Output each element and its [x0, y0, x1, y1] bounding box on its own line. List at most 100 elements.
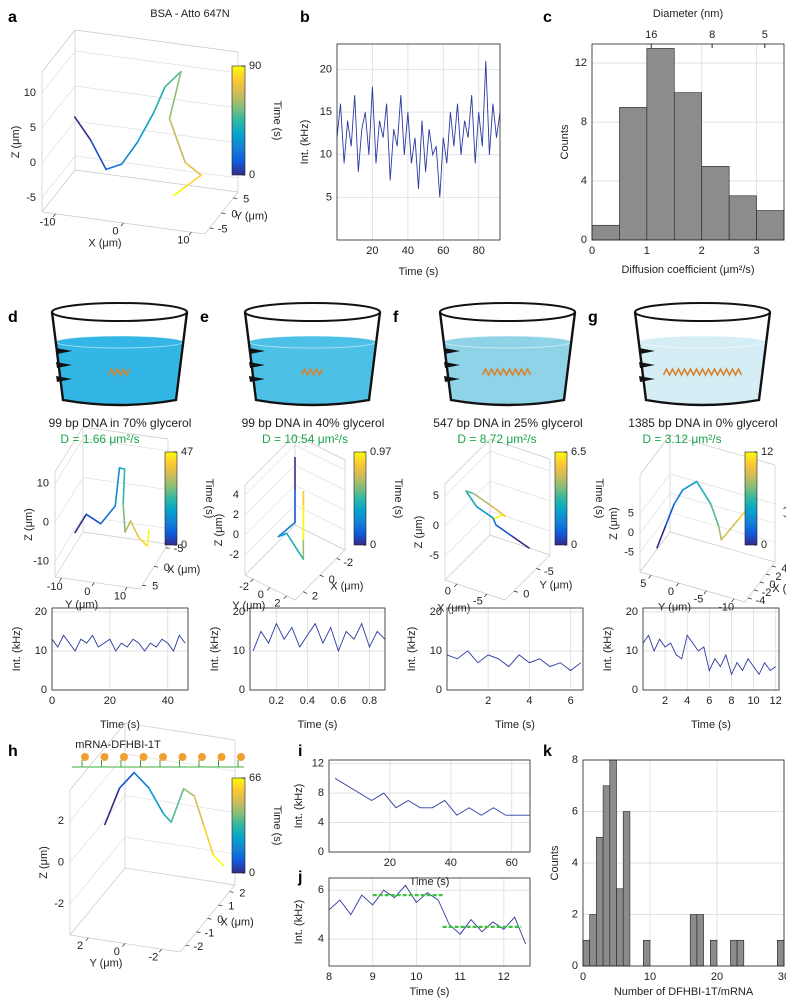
- bar: [602, 785, 611, 967]
- z-axis-label: Z (μm): [213, 514, 225, 547]
- beaker-liquid-top: [248, 335, 377, 349]
- grid-line: [444, 510, 551, 557]
- panel-letter: d: [8, 309, 18, 326]
- trajectory-segment: [472, 492, 491, 506]
- z-tick-label: -10: [33, 555, 49, 567]
- box-edge: [74, 29, 239, 53]
- dna-molecule: [662, 367, 743, 377]
- y-axis-label: Int. (kHz): [406, 627, 418, 672]
- tick-label: 0: [523, 588, 529, 600]
- tick-label: 0: [164, 562, 170, 574]
- x-tick-label: 40: [162, 695, 174, 707]
- box-edge: [41, 29, 76, 73]
- trajectory-segment: [285, 532, 305, 560]
- tick-mark: [483, 593, 488, 598]
- tick-mark: [165, 547, 170, 549]
- box-edge: [124, 722, 236, 741]
- y-tick-label: 20: [233, 606, 245, 618]
- colorbar: [164, 451, 178, 546]
- box-edge: [639, 434, 671, 476]
- z-tick-label: -2: [54, 898, 64, 910]
- tick-mark: [153, 566, 159, 568]
- tick-label: 10: [177, 235, 189, 247]
- tick-mark: [771, 565, 776, 568]
- tick-mark: [124, 586, 128, 591]
- x-tick-label: 2: [485, 695, 491, 707]
- x-tick-label: 0.4: [300, 695, 315, 707]
- x2-tick-label: 8: [709, 29, 715, 41]
- y-axis-label: Int. (kHz): [293, 900, 305, 945]
- panel-letter: j: [297, 869, 302, 886]
- trace: [447, 650, 582, 672]
- y-tick-label: 8: [572, 754, 578, 766]
- tick-mark: [453, 583, 458, 588]
- tick-label: -2: [239, 581, 249, 593]
- beaker-liquid: [639, 342, 766, 405]
- trajectory-segment: [85, 513, 102, 525]
- x-tick-label: 20: [366, 245, 378, 257]
- bar: [622, 811, 631, 967]
- bar: [689, 914, 698, 967]
- tick-mark: [209, 227, 214, 229]
- tick-mark: [747, 597, 752, 600]
- beaker-mark: [444, 348, 460, 354]
- y-tick-label: 8: [581, 116, 587, 128]
- trajectory-segment: [133, 771, 150, 789]
- colorbar-tick-label: 0: [571, 539, 577, 551]
- y-axis-label: Int. (kHz): [209, 627, 221, 672]
- beaker-liquid-top: [55, 335, 184, 349]
- tick-label: 0: [258, 589, 264, 601]
- tick-mark: [648, 574, 652, 579]
- bar: [709, 939, 718, 967]
- trajectory-segment: [465, 490, 478, 508]
- trajectory-segment: [495, 524, 514, 538]
- beaker-wall: [633, 311, 772, 407]
- diffusion-label: D = 10.54 μm²/s: [262, 432, 348, 446]
- x-tick-label: 8: [326, 971, 332, 983]
- grid-line: [54, 516, 169, 562]
- bar: [673, 92, 703, 241]
- beaker-rim: [244, 302, 381, 322]
- box-edge: [54, 576, 141, 590]
- x-tick-label: 10: [644, 971, 656, 983]
- y-tick-label: 10: [35, 645, 47, 657]
- trajectory-segment: [193, 795, 205, 827]
- y-tick-label: 0: [318, 846, 324, 858]
- tick-label: 2: [775, 571, 781, 583]
- x-axis-label: Time (s): [691, 719, 731, 731]
- axes-box: [582, 759, 785, 967]
- beaker-caption: 99 bp DNA in 70% glycerol: [49, 416, 192, 430]
- trajectory-segment: [212, 854, 225, 867]
- axis-label: X (μm): [167, 564, 200, 576]
- axis-label: Y (μm): [232, 600, 265, 612]
- y-tick-label: 20: [320, 63, 332, 75]
- beaker-mark: [639, 362, 655, 368]
- z-tick-label: 0: [628, 527, 634, 539]
- tick-mark: [185, 944, 190, 947]
- colorbar-label: Time (s): [783, 479, 786, 519]
- bar: [619, 107, 648, 241]
- beaker-mark: [639, 376, 655, 382]
- x2-axis-label: Diameter (nm): [653, 8, 723, 20]
- box-edge: [82, 531, 169, 545]
- grid-line: [444, 450, 551, 497]
- trajectory-segment: [465, 490, 475, 495]
- tick-label: 0: [769, 579, 775, 591]
- beaker-wall: [243, 311, 382, 407]
- box-edge: [669, 434, 776, 466]
- tick-mark: [233, 197, 238, 199]
- tick-mark: [52, 213, 56, 218]
- box-edge: [41, 169, 76, 213]
- y-tick-label: 2: [572, 908, 578, 920]
- diffusion-label: D = 8.72 μm²/s: [457, 432, 536, 446]
- bar: [776, 939, 785, 967]
- trajectory-segment: [184, 161, 202, 177]
- tick-mark: [196, 931, 201, 933]
- x-tick-label: 60: [506, 857, 518, 869]
- x-tick-label: 6: [706, 695, 712, 707]
- x-axis-label: Time (s): [410, 876, 450, 888]
- beaker-mark: [639, 348, 655, 354]
- grid-line: [41, 85, 239, 129]
- fluorophore: [217, 753, 226, 761]
